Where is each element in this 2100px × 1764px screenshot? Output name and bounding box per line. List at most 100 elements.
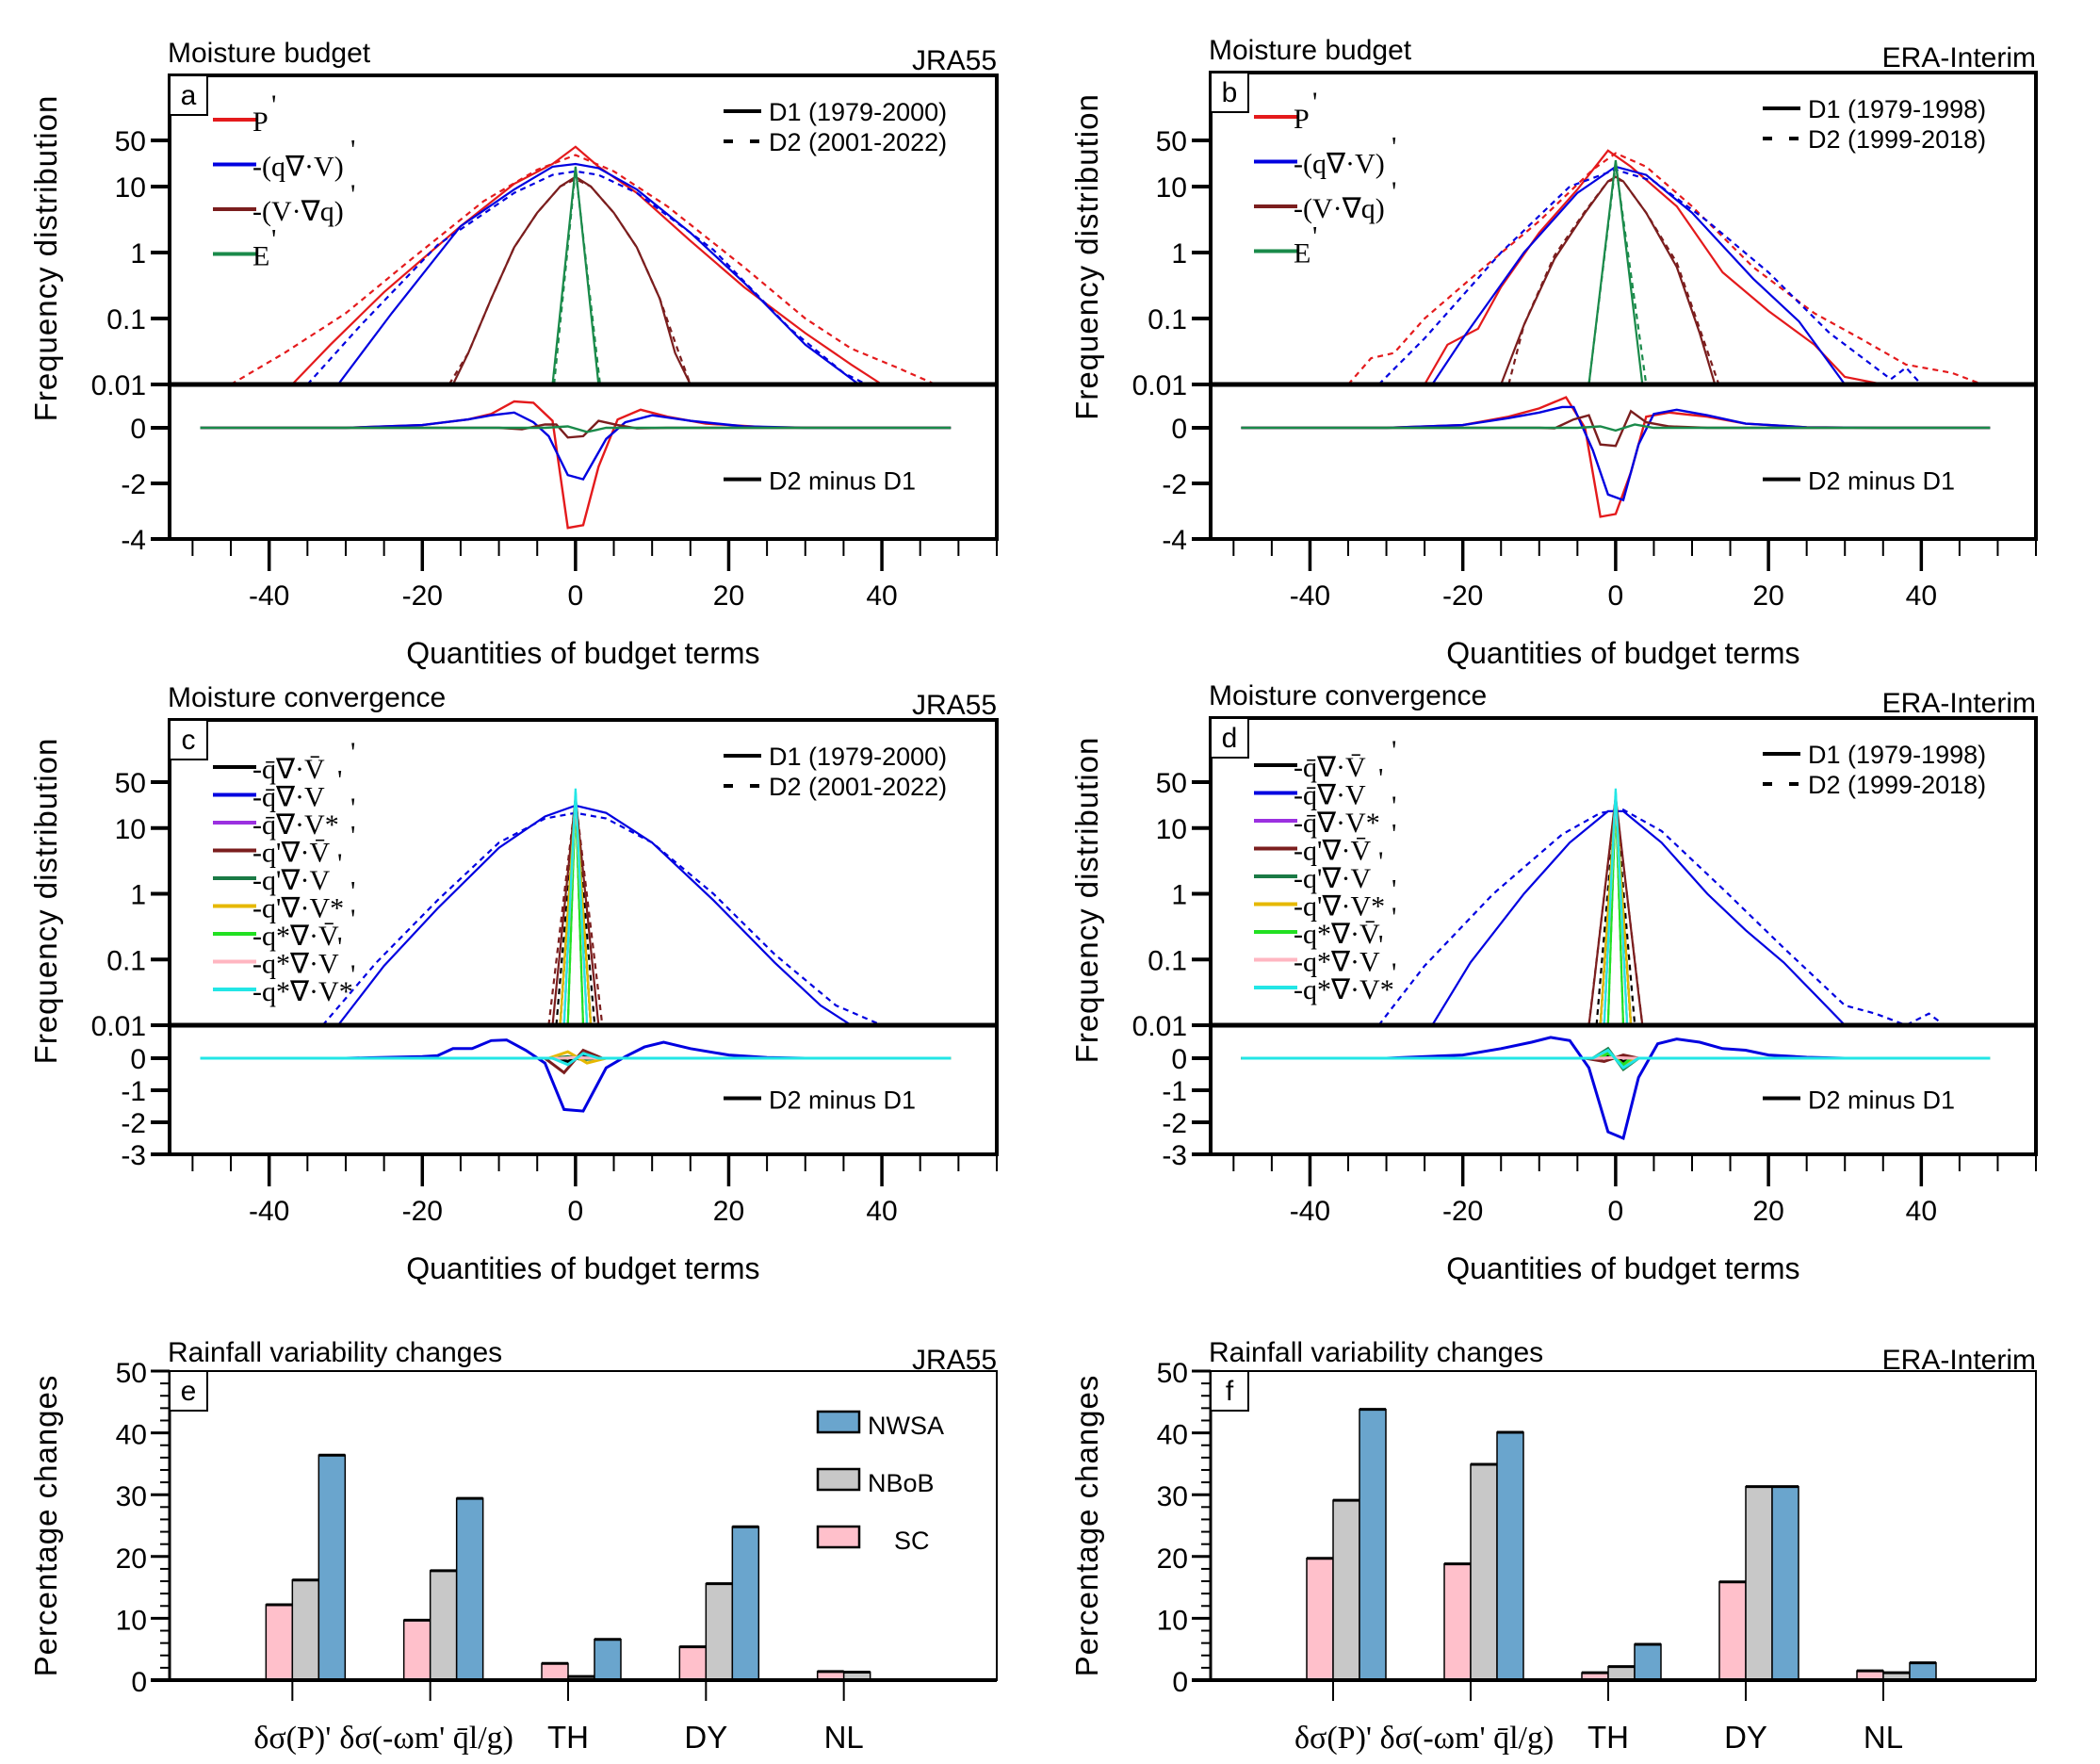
bar-sc bbox=[678, 1645, 708, 1681]
series-d1-line bbox=[291, 145, 883, 384]
plot-frame bbox=[168, 74, 999, 541]
legend-label: -q*∇·V bbox=[1294, 947, 1380, 978]
series-d1-line bbox=[1603, 788, 1629, 1025]
prime-mark: ' bbox=[1378, 846, 1383, 877]
prime-mark: ' bbox=[1392, 132, 1396, 163]
plot-frame bbox=[1209, 71, 2038, 541]
legend-label: SC bbox=[894, 1527, 930, 1555]
prime-mark: ' bbox=[350, 959, 355, 990]
y-tick-label: 0.1 bbox=[1148, 945, 1187, 976]
panel-c: Moisture convergence JRA55 Frequency distr… bbox=[28, 682, 999, 1285]
bottom-plot-area bbox=[1241, 396, 1991, 518]
legend-label: -q̄∇·V bbox=[252, 782, 325, 813]
legend-d1-label: D1 (1979-1998) bbox=[1808, 95, 1986, 123]
bar-nwsa bbox=[1634, 1643, 1662, 1681]
legend-swatch bbox=[816, 1467, 861, 1492]
y-tick-label: 0 bbox=[1171, 414, 1187, 445]
y-tick-label: 0 bbox=[1171, 1044, 1187, 1075]
panel-title: Moisture budget bbox=[1209, 35, 1412, 66]
category-label: δσ(-ωm' q̄l/g) bbox=[339, 1721, 513, 1756]
legend-label: -q̄∇·V* bbox=[252, 809, 339, 841]
y-tick-label: 50 bbox=[1156, 126, 1187, 157]
legend-label: -q*∇·V bbox=[252, 949, 339, 980]
legend-item: E' bbox=[213, 224, 276, 272]
legend-label: -q*∇·V* bbox=[252, 976, 353, 1007]
bar-nbob bbox=[1470, 1463, 1498, 1681]
bottom-plot-area bbox=[200, 400, 952, 530]
legend-d1-label: D1 (1979-1998) bbox=[1808, 741, 1986, 769]
x-axis-label: Quantities of budget terms bbox=[406, 636, 759, 670]
bar-nbob bbox=[291, 1578, 320, 1681]
legend-item: E' bbox=[1254, 221, 1317, 270]
x-tick-label: -20 bbox=[1442, 580, 1483, 612]
prime-mark: ' bbox=[271, 90, 276, 121]
y-tick-label: -2 bbox=[121, 469, 146, 500]
legend-item: -q*∇·V̄ ' bbox=[1254, 902, 1396, 950]
legend-item: -q*∇·V*' bbox=[213, 959, 355, 1007]
panel-title: Moisture convergence bbox=[1209, 680, 1487, 711]
y-tick-label: 0.01 bbox=[1132, 1011, 1187, 1042]
legend-label: NBoB bbox=[868, 1469, 935, 1497]
x-axis-label: Quantities of budget terms bbox=[406, 1251, 759, 1285]
category-label: TH bbox=[1587, 1720, 1629, 1755]
legend-item: -q̄∇·V̄ ' bbox=[213, 737, 355, 785]
panel-letter: f bbox=[1226, 1376, 1234, 1407]
prime-mark: ' bbox=[337, 932, 342, 963]
panel-letter-box bbox=[169, 1370, 208, 1412]
legend-item: NBoB bbox=[816, 1467, 935, 1497]
legend-item: P' bbox=[213, 90, 276, 138]
y-axis-label: Frequency distribution bbox=[28, 95, 63, 422]
legend-label: E bbox=[1294, 238, 1310, 270]
prime-mark: ' bbox=[1392, 957, 1396, 988]
legend-diff-label: D2 minus D1 bbox=[769, 467, 916, 496]
legend-d1-label: D1 (1979-2000) bbox=[769, 98, 947, 126]
legend-item: -(q∇·V)' bbox=[213, 135, 355, 183]
top-plot-area bbox=[1347, 149, 1983, 384]
x-tick-label: 20 bbox=[1752, 580, 1783, 612]
panel-d: Moisture convergence ERA-Interim Frequency… bbox=[1069, 680, 2038, 1285]
x-tick-label: 0 bbox=[568, 580, 584, 612]
bottom-plot-area bbox=[200, 1038, 952, 1113]
legend-label: -q*∇·V* bbox=[1294, 974, 1394, 1005]
series-d1-line bbox=[1431, 809, 1846, 1025]
prime-mark: ' bbox=[337, 848, 342, 879]
legend-label: E bbox=[252, 241, 269, 272]
prime-mark: ' bbox=[1392, 819, 1396, 850]
series-d1-line bbox=[1431, 165, 1847, 384]
y-tick-label: 40 bbox=[116, 1420, 147, 1451]
legend-diff-label: D2 minus D1 bbox=[769, 1086, 916, 1115]
prime-mark: ' bbox=[1312, 221, 1317, 253]
legend-item: NWSA bbox=[816, 1410, 944, 1440]
series-diff-line bbox=[200, 425, 952, 433]
bar-sc bbox=[265, 1604, 294, 1681]
x-tick-label: 20 bbox=[713, 580, 744, 612]
panel-b: Moisture budget ERA-Interim Frequency dist… bbox=[1069, 35, 2038, 670]
y-tick-label: 10 bbox=[116, 1605, 147, 1636]
panel-letter-box bbox=[169, 74, 208, 116]
category-label-omega: δσ(-ωm' q̄l/g) bbox=[339, 1721, 513, 1756]
category-label: NL bbox=[824, 1720, 864, 1755]
legend-item: -q'∇·V*' bbox=[213, 876, 355, 924]
series-diff-line bbox=[1241, 1048, 1991, 1070]
panel-letter-box bbox=[169, 719, 208, 760]
prime-mark: ' bbox=[350, 904, 355, 935]
bar-sc bbox=[402, 1619, 431, 1681]
category-label: δσ(P)' bbox=[1294, 1721, 1372, 1756]
y-tick-label: -2 bbox=[1162, 469, 1187, 500]
legend-diff-label: D2 minus D1 bbox=[1808, 1086, 1955, 1115]
y-tick-label: 0 bbox=[131, 1667, 147, 1698]
legend-item: -q*∇·V̄ ' bbox=[213, 904, 355, 952]
y-tick-label: 0.1 bbox=[106, 304, 146, 335]
legend-item: -q*∇·V' bbox=[213, 932, 342, 980]
y-tick-label: 20 bbox=[116, 1544, 147, 1575]
panel-title: Rainfall variability changes bbox=[168, 1337, 502, 1368]
series-d2-line bbox=[1595, 798, 1636, 1025]
series-diff-line bbox=[200, 411, 952, 482]
panel-title: Rainfall variability changes bbox=[1209, 1337, 1543, 1368]
series-d1-line bbox=[337, 804, 853, 1025]
prime-mark: ' bbox=[337, 765, 342, 796]
bar-sc bbox=[541, 1662, 569, 1681]
legend-item: -q*∇·V' bbox=[1254, 930, 1383, 978]
legend-swatch bbox=[816, 1410, 861, 1434]
